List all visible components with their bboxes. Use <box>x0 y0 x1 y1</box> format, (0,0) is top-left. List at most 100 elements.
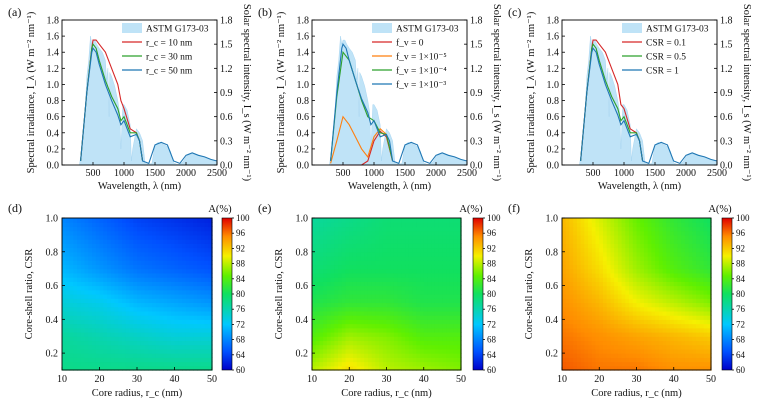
heatmap-cell <box>602 361 608 367</box>
heatmap-cell <box>688 218 693 223</box>
heatmap-cell <box>197 226 202 232</box>
heatmap-cell <box>92 243 97 249</box>
heatmap-cell <box>434 310 440 316</box>
heatmap-cell <box>662 243 667 249</box>
heatmap-cell <box>453 268 458 274</box>
heatmap-cell <box>655 277 660 282</box>
heatmap-cell <box>69 272 74 278</box>
heatmap-cell <box>174 336 179 342</box>
heatmap-cell <box>449 272 455 278</box>
heatmap-cell <box>367 268 373 274</box>
heatmap-cell <box>334 230 339 236</box>
heatmap-cell <box>684 306 690 312</box>
heatmap-cell <box>341 272 347 278</box>
heatmap-cell <box>114 264 119 270</box>
heatmap-cell <box>703 323 708 329</box>
heatmap-cell <box>167 218 172 223</box>
heatmap-cell <box>688 310 693 316</box>
heatmap-cell <box>129 234 134 240</box>
heatmap-cell <box>375 277 380 282</box>
heatmap-cell <box>315 310 321 316</box>
heatmap-cell <box>367 277 373 282</box>
heatmap-cell <box>640 272 645 278</box>
heatmap-cell <box>77 306 82 312</box>
heatmap-cell <box>155 230 161 236</box>
heatmap-cell <box>412 285 417 291</box>
heatmap-cell <box>703 218 708 223</box>
heatmap-cell <box>427 298 432 304</box>
heatmap-cell <box>386 365 391 371</box>
heatmap-cell <box>312 272 317 278</box>
heatmap-cell <box>167 251 172 257</box>
heatmap-cell <box>431 230 436 236</box>
heatmap-cell <box>707 310 712 316</box>
colorbar-tick-label: 60 <box>487 365 497 375</box>
colorbar-tick-label: 68 <box>487 335 497 345</box>
heatmap-cell <box>118 344 123 350</box>
heatmap-cell <box>163 260 168 266</box>
heatmap-cell <box>703 310 708 316</box>
heatmap-cell <box>129 247 134 253</box>
heatmap-cell <box>629 243 634 249</box>
heatmap-cell <box>397 243 403 249</box>
heatmap-cell <box>427 222 432 228</box>
heatmap-cell <box>178 285 183 291</box>
heatmap-cell <box>636 234 641 240</box>
heatmap-cell <box>662 310 667 316</box>
heatmap-cell <box>170 218 176 223</box>
heatmap-cell <box>159 353 164 358</box>
heatmap-cell <box>204 302 209 308</box>
heatmap-cell <box>606 247 612 253</box>
heatmap-cell <box>584 289 589 295</box>
heatmap-cell <box>334 298 339 304</box>
heatmap-cell <box>77 323 82 329</box>
heatmap-cell <box>73 218 78 223</box>
y-tick-label: 0.8 <box>546 247 559 258</box>
heatmap-cell <box>338 281 343 287</box>
heatmap-cell <box>73 272 78 278</box>
heatmap-cell <box>562 336 567 342</box>
heatmap-cell <box>390 302 395 308</box>
heatmap-cell <box>114 294 119 299</box>
heatmap-cell <box>208 256 213 261</box>
heatmap-cell <box>323 272 328 278</box>
heatmap-cell <box>345 268 350 274</box>
heatmap-cell <box>334 357 339 363</box>
heatmap-cell <box>73 310 78 316</box>
heatmap-cell <box>73 348 78 354</box>
heatmap-cell <box>62 226 67 232</box>
heatmap-cell <box>95 357 101 363</box>
heatmap-cell <box>356 222 362 228</box>
heatmap-cell <box>658 348 664 354</box>
heatmap-cell <box>88 272 93 278</box>
heatmap-cell <box>122 264 127 270</box>
heatmap-cell <box>323 251 328 257</box>
heatmap-cell <box>129 319 134 325</box>
heatmap-cell <box>688 357 693 363</box>
heatmap-cell <box>352 353 358 358</box>
heatmap-cell <box>580 281 585 287</box>
heatmap-cell <box>163 264 168 270</box>
heatmap-cell <box>345 260 350 266</box>
heatmap-cell <box>636 226 641 232</box>
heatmap-cell <box>341 319 347 325</box>
heatmap-cell <box>122 218 127 223</box>
heatmap-cell <box>412 222 417 228</box>
heatmap-cell <box>688 348 693 354</box>
heatmap-cell <box>122 332 127 337</box>
heatmap-cell <box>696 234 701 240</box>
heatmap-cell <box>576 319 582 325</box>
heatmap-cell <box>427 361 432 367</box>
heatmap-cell <box>617 340 623 346</box>
heatmap-cell <box>193 353 198 358</box>
heatmap-cell <box>629 315 634 320</box>
heatmap-cell <box>595 340 600 346</box>
heatmap-cell <box>625 353 630 358</box>
heatmap-cell <box>95 264 101 270</box>
heatmap-cell <box>681 306 686 312</box>
heatmap-cell <box>110 247 116 253</box>
heatmap-cell <box>562 281 567 287</box>
heatmap-cell <box>382 289 388 295</box>
heatmap-cell <box>621 344 626 350</box>
heatmap-cell <box>588 239 593 244</box>
